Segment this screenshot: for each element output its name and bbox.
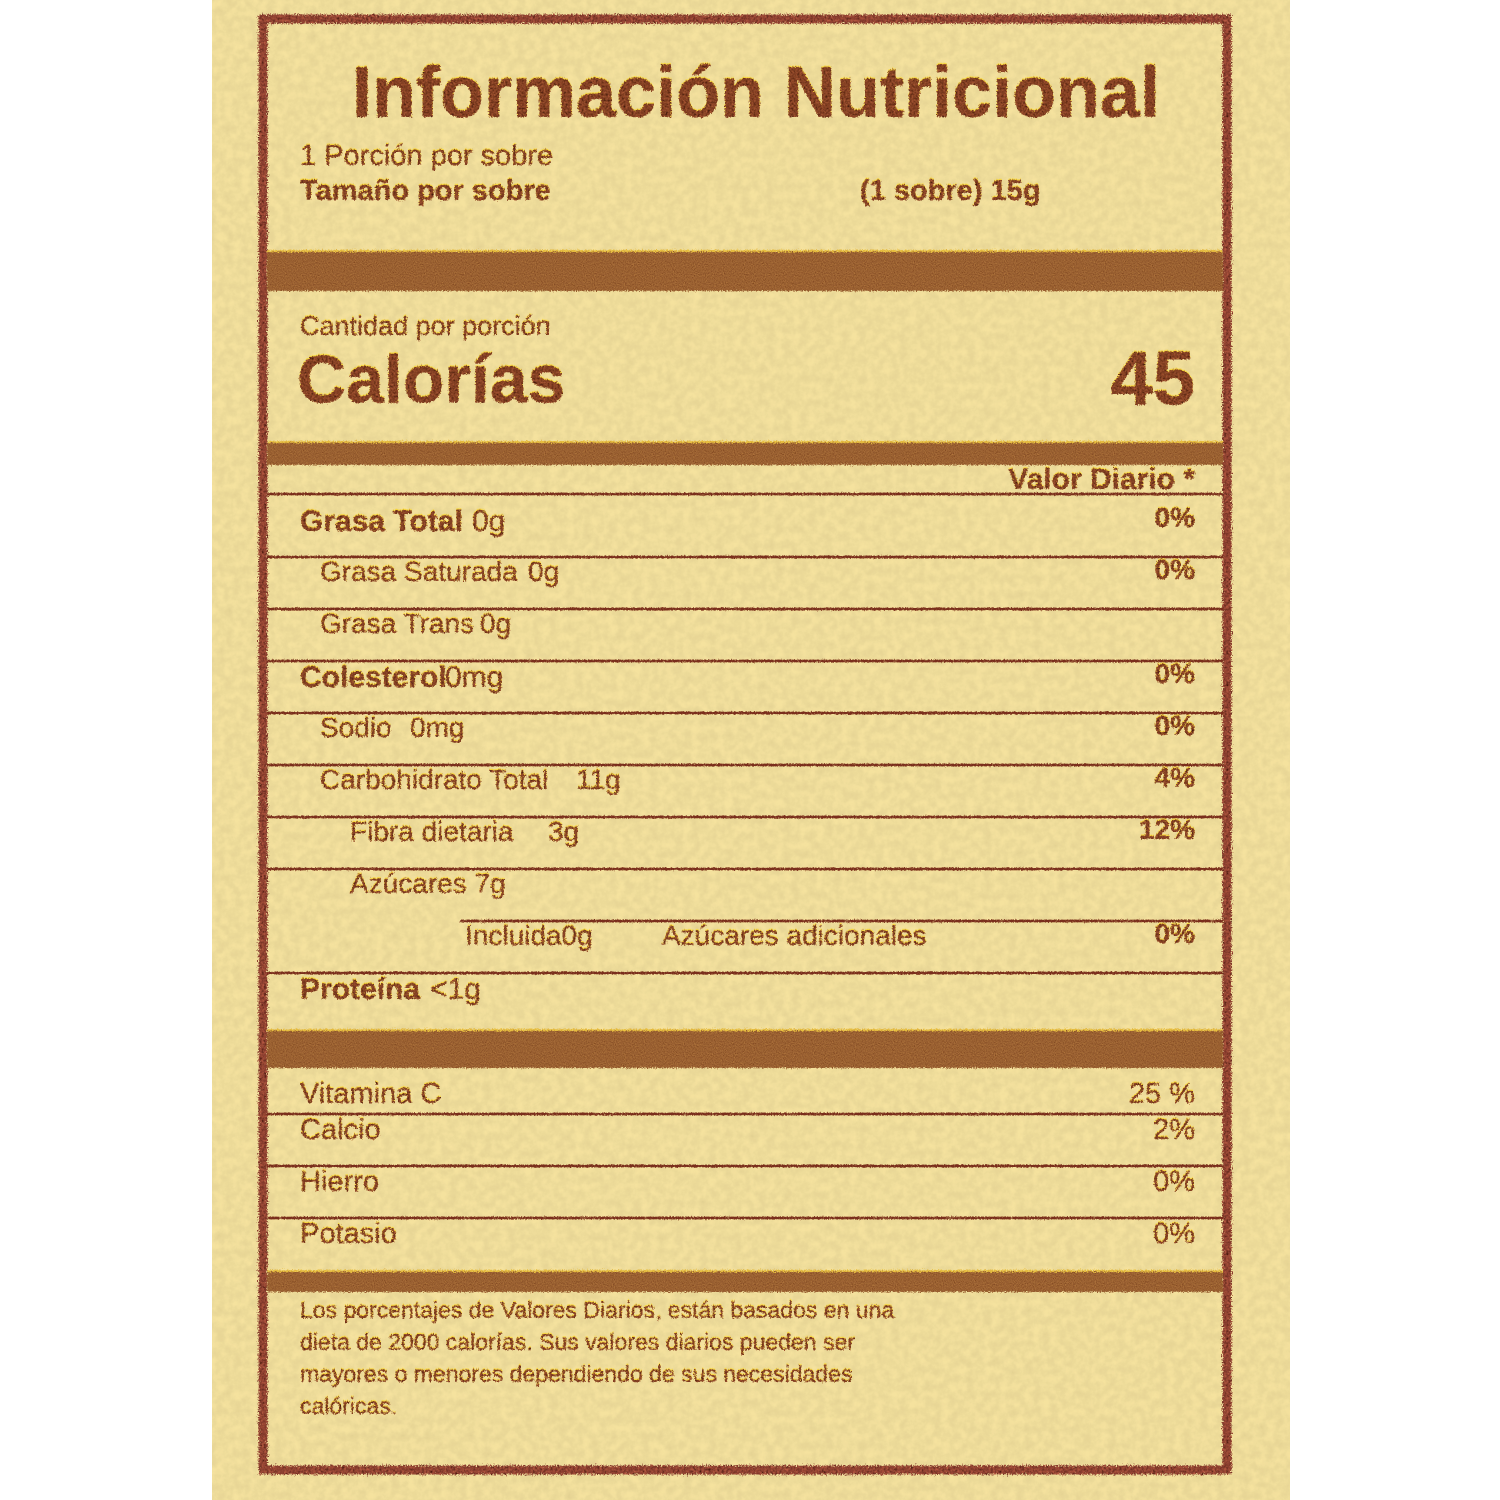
svg-text:Potasio: Potasio bbox=[300, 1218, 397, 1250]
svg-text:4%: 4% bbox=[1155, 762, 1196, 793]
svg-text:45: 45 bbox=[1110, 336, 1195, 421]
svg-text:Grasa Total: Grasa Total bbox=[300, 505, 463, 538]
svg-text:dieta de 2000 calorías. Sus va: dieta de 2000 calorías. Sus valores diar… bbox=[300, 1329, 855, 1355]
svg-text:Información Nutricional: Información Nutricional bbox=[352, 53, 1160, 133]
svg-text:Incluida0g: Incluida0g bbox=[465, 920, 593, 951]
svg-text:Valor Diario *: Valor Diario * bbox=[1008, 463, 1195, 496]
svg-text:Calorías: Calorías bbox=[297, 342, 565, 418]
svg-text:0%: 0% bbox=[1153, 1218, 1195, 1250]
svg-text:mayores o menores dependiendo: mayores o menores dependiendo de sus nec… bbox=[300, 1361, 852, 1387]
svg-text:0mg: 0mg bbox=[445, 661, 503, 694]
svg-text:Grasa Trans: Grasa Trans bbox=[320, 608, 474, 639]
svg-text:Colesterol: Colesterol bbox=[300, 661, 447, 694]
svg-text:2%: 2% bbox=[1153, 1114, 1195, 1146]
svg-text:Calcio: Calcio bbox=[300, 1114, 381, 1146]
svg-text:25 %: 25 % bbox=[1129, 1078, 1195, 1110]
svg-text:0%: 0% bbox=[1153, 1166, 1195, 1198]
svg-text:Cantidad por porción: Cantidad por porción bbox=[300, 311, 551, 341]
svg-text:Proteína: Proteína bbox=[300, 973, 420, 1006]
svg-text:3g: 3g bbox=[548, 816, 579, 847]
svg-text:Carbohidrato Total: Carbohidrato Total bbox=[320, 764, 548, 795]
svg-text:<1g: <1g bbox=[430, 973, 481, 1006]
svg-text:calóricas.: calóricas. bbox=[300, 1393, 397, 1419]
svg-text:0g: 0g bbox=[480, 608, 511, 639]
svg-text:0mg: 0mg bbox=[410, 712, 464, 743]
svg-text:0%: 0% bbox=[1155, 554, 1196, 585]
svg-text:Vitamina C: Vitamina C bbox=[300, 1078, 441, 1110]
svg-text:Los porcentajes de Valores Dia: Los porcentajes de Valores Diarios, está… bbox=[300, 1297, 894, 1323]
svg-text:Hierro: Hierro bbox=[300, 1166, 379, 1198]
svg-text:0%: 0% bbox=[1155, 710, 1196, 741]
svg-text:Sodio: Sodio bbox=[320, 712, 392, 743]
svg-text:1 Porción por sobre: 1 Porción por sobre bbox=[300, 140, 553, 172]
svg-text:11g: 11g bbox=[576, 764, 621, 795]
svg-text:Grasa Saturada: Grasa Saturada bbox=[320, 556, 518, 587]
svg-text:Fibra dietaria: Fibra dietaria bbox=[350, 816, 514, 847]
svg-text:Azúcares 7g: Azúcares 7g bbox=[350, 868, 506, 899]
svg-text:Azúcares adicionales: Azúcares adicionales bbox=[662, 920, 927, 951]
svg-text:0%: 0% bbox=[1155, 918, 1196, 949]
svg-text:(1 sobre) 15g: (1 sobre) 15g bbox=[860, 175, 1041, 207]
svg-text:Tamaño por sobre: Tamaño por sobre bbox=[300, 175, 551, 207]
svg-text:0g: 0g bbox=[528, 556, 559, 587]
svg-text:0g: 0g bbox=[472, 505, 505, 538]
svg-text:12%: 12% bbox=[1139, 814, 1195, 845]
svg-text:0%: 0% bbox=[1155, 502, 1196, 533]
svg-text:0%: 0% bbox=[1155, 658, 1196, 689]
